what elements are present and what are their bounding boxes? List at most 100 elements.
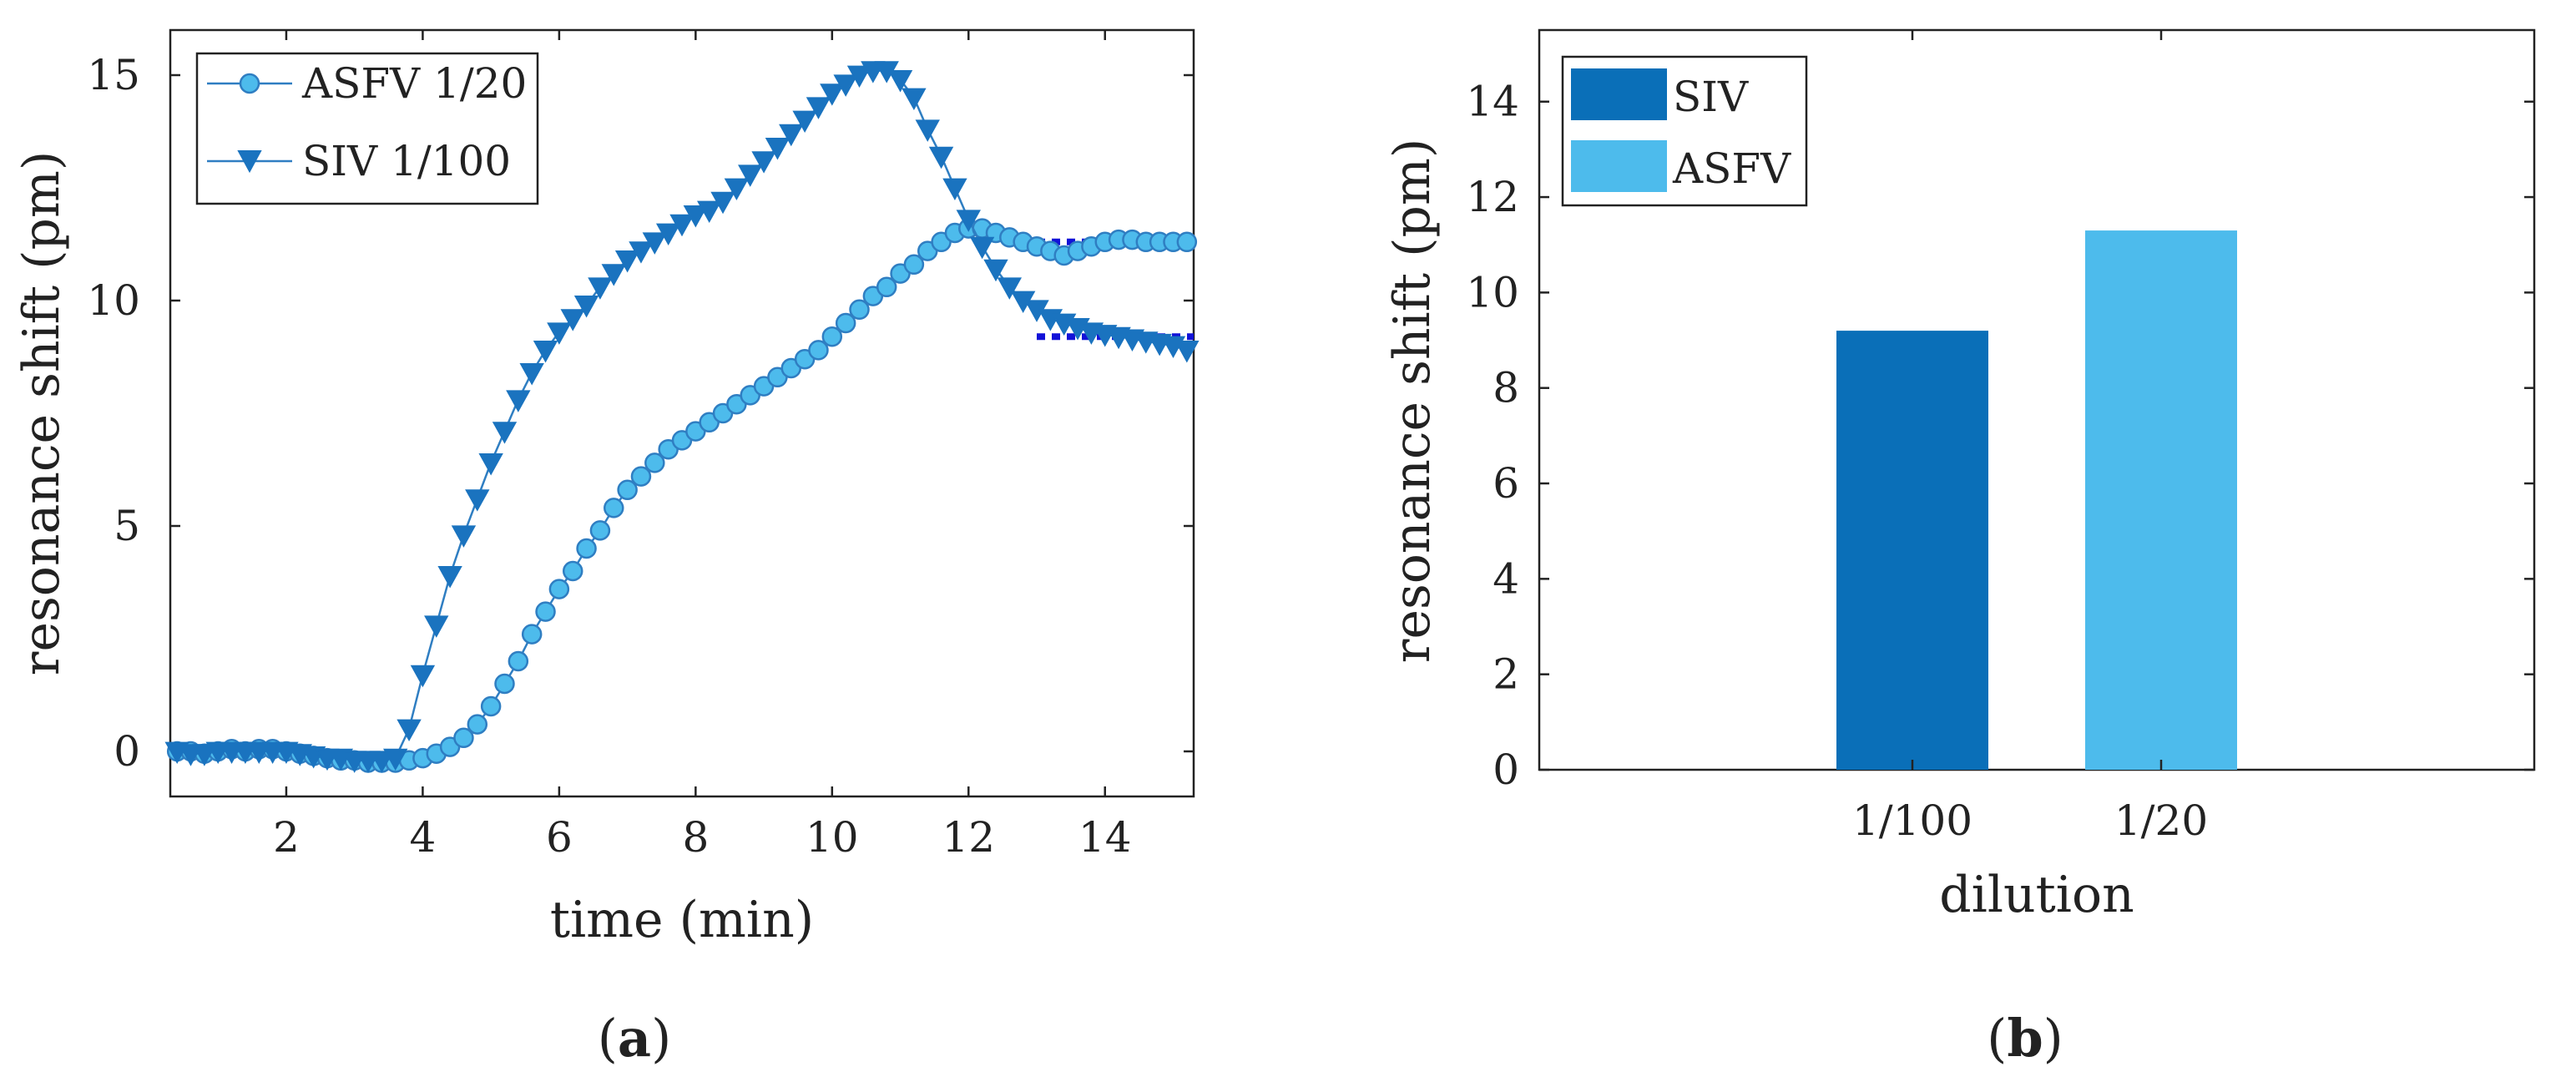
panel-b-x-axis-label: dilution [1939, 866, 2134, 924]
data-point [806, 97, 831, 119]
y-tick-label: 4 [1493, 554, 1519, 603]
data-point [833, 74, 858, 97]
legend-siv-swatch [1571, 68, 1667, 120]
data-point [808, 340, 829, 361]
data-point [683, 205, 709, 228]
y-tick-label: 0 [114, 727, 140, 776]
data-point [521, 624, 543, 645]
data-point [589, 520, 611, 541]
y-tick-label: 15 [87, 51, 140, 99]
panel-b-legend: SIV ASFV [1561, 55, 1808, 207]
x-tick-label: 12 [942, 813, 995, 862]
data-point [560, 309, 585, 331]
data-point [506, 390, 531, 412]
y-tick-label: 12 [1466, 173, 1519, 221]
data-point [547, 322, 572, 345]
bar-siv [1836, 331, 1988, 771]
panel-b-y-axis-label: resonance shift (pm) [1383, 139, 1442, 663]
panel-a: 2 4 6 8 10 12 14 0 5 10 15 time (min) resonance s… [13, 28, 1200, 1069]
data-point [849, 299, 870, 321]
panel-a-x-ticks: 2 4 6 8 10 12 14 [273, 30, 1132, 862]
data-point [478, 453, 503, 476]
data-point [562, 560, 583, 582]
data-point [508, 650, 529, 672]
data-point [465, 489, 490, 512]
y-tick-label: 10 [87, 276, 140, 325]
y-tick-label: 6 [1493, 459, 1519, 508]
panel-a-y-ticks: 0 5 10 15 [87, 51, 1194, 776]
panel-b: 0 2 4 6 8 10 12 14 1/100 1/20 dilution resonance… [1383, 28, 2536, 1069]
data-point [535, 601, 556, 622]
data-point [1176, 231, 1198, 253]
data-point [956, 210, 981, 232]
data-point [887, 70, 913, 93]
data-point [969, 236, 995, 260]
data-point [983, 259, 1008, 282]
bar-asfv [2085, 230, 2237, 771]
data-point [369, 751, 395, 773]
legend-siv-bar-label: SIV [1673, 73, 1749, 121]
data-point [1174, 341, 1200, 363]
panel-a-x-axis-label: time (min) [550, 891, 814, 949]
y-tick-label: 8 [1493, 364, 1519, 412]
data-point [846, 65, 872, 88]
data-point [604, 498, 624, 518]
data-point [630, 466, 652, 487]
data-point [792, 110, 817, 134]
data-point [669, 214, 695, 237]
x-tick-label: 4 [410, 813, 437, 862]
data-point [548, 579, 570, 599]
x-tick-label: 1/20 [2114, 796, 2208, 845]
data-point [997, 277, 1023, 300]
x-tick-label: 10 [806, 813, 859, 862]
legend-asfv-label: ASFV 1/20 [301, 59, 527, 108]
data-point [915, 119, 940, 142]
data-point [617, 479, 638, 501]
data-point [942, 178, 967, 201]
data-point [467, 714, 488, 735]
data-point [601, 264, 626, 286]
data-point [397, 719, 422, 742]
data-point [765, 138, 790, 160]
data-point [902, 88, 927, 111]
legend-asfv-bar-label: ASFV [1672, 144, 1791, 193]
legend-asfv-swatch [1571, 140, 1667, 192]
data-point [494, 673, 515, 695]
data-point [533, 341, 558, 363]
panel-b-bars [1836, 230, 2237, 771]
x-tick-label: 8 [682, 813, 709, 862]
panel-b-caption: (b) [1987, 1008, 2063, 1069]
legend-asfv-marker [239, 73, 260, 94]
x-tick-label: 2 [273, 813, 300, 862]
data-point [576, 538, 597, 559]
data-point [710, 191, 735, 215]
data-point [821, 326, 843, 347]
panel-b-y-ticks: 0 2 4 6 8 10 12 14 [1466, 78, 2534, 794]
data-point [492, 422, 518, 444]
panel-a-series [164, 61, 1200, 773]
legend-siv-label: SIV 1/100 [302, 137, 511, 185]
data-point [480, 695, 502, 717]
data-point [451, 525, 477, 548]
data-point [751, 151, 776, 174]
data-point [644, 452, 665, 473]
data-point [724, 178, 750, 201]
data-point [928, 146, 954, 169]
x-tick-label: 6 [546, 813, 573, 862]
data-point [903, 254, 925, 276]
data-point [696, 200, 722, 224]
x-tick-label: 14 [1078, 813, 1132, 862]
legend-siv-marker [237, 150, 262, 174]
data-point [820, 83, 845, 106]
data-point [453, 727, 474, 749]
data-point [383, 748, 408, 771]
data-point [642, 232, 668, 255]
data-point [779, 124, 804, 147]
data-point [629, 241, 654, 264]
data-point [573, 296, 599, 318]
data-point [519, 363, 544, 386]
y-tick-label: 2 [1493, 650, 1519, 699]
x-tick-label: 1/100 [1852, 796, 1972, 845]
data-point [424, 615, 449, 638]
y-tick-label: 10 [1466, 268, 1519, 316]
